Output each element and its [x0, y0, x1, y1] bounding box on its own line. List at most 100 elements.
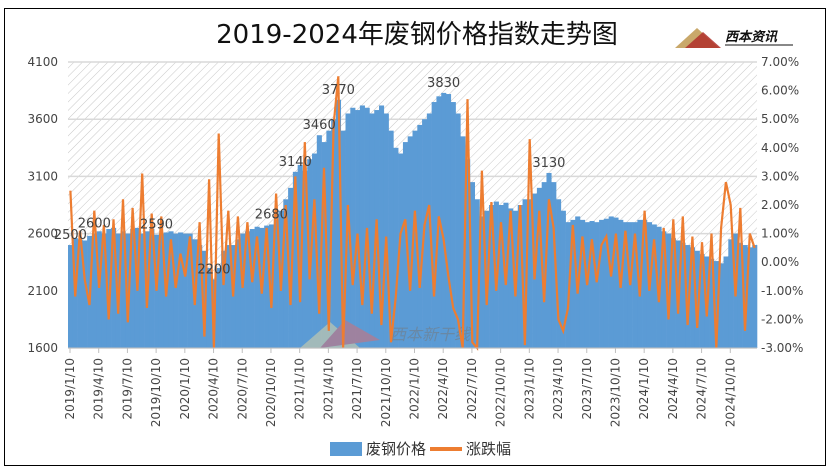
price-bar: [254, 226, 260, 348]
price-bar: [168, 231, 174, 348]
price-bar: [221, 250, 227, 348]
price-bar: [206, 267, 212, 348]
price-bar: [603, 218, 609, 348]
price-bar: [173, 233, 179, 348]
x-tick-label: 2020/4/10: [207, 358, 221, 420]
price-bar: [187, 233, 193, 348]
x-tick-label: 2021/7/10: [350, 358, 364, 420]
chart-title: 2019-2024年废钢价格指数走势图: [216, 20, 618, 50]
price-bar: [579, 219, 586, 348]
x-tick-label: 2024/10/10: [723, 358, 737, 427]
price-bar: [441, 92, 447, 348]
price-bar: [541, 182, 547, 348]
x-tick-label: 2022/10/10: [494, 358, 508, 427]
price-bar: [297, 164, 303, 348]
price-bar: [68, 245, 74, 348]
x-tick-label: 2020/1/10: [178, 358, 192, 420]
x-tick-label: 2023/7/10: [580, 358, 594, 420]
price-bar: [393, 147, 399, 348]
x-tick-label: 2022/1/10: [408, 358, 422, 420]
x-tick-label: 2021/10/10: [379, 358, 393, 427]
price-bar: [312, 153, 318, 348]
price-bar: [594, 222, 600, 348]
price-bar: [355, 110, 361, 348]
price-bar: [474, 199, 480, 348]
price-bar: [728, 239, 734, 348]
price-bar: [125, 233, 131, 348]
price-bar: [82, 240, 88, 348]
price-bar: [546, 172, 552, 348]
y-right-tick: -3.00%: [761, 341, 803, 355]
price-bar: [661, 231, 667, 348]
price-bar: [235, 239, 241, 348]
price-bar: [417, 124, 423, 348]
price-bar: [96, 231, 102, 348]
price-bar: [445, 94, 452, 348]
y-left-tick: 2100: [27, 284, 58, 298]
x-tick-label: 2020/7/10: [235, 358, 249, 420]
price-bar: [690, 247, 696, 348]
y-right-tick: 4.00%: [761, 141, 799, 155]
price-bar: [608, 216, 614, 348]
x-tick-label: 2020/10/10: [264, 358, 278, 427]
brand-logo: 西本资讯: [675, 28, 793, 48]
x-tick-label: 2024/1/10: [637, 358, 651, 420]
data-label: 2600: [78, 217, 111, 232]
price-bar: [685, 245, 691, 348]
legend-swatch-change: [430, 446, 463, 451]
y-left-tick: 3600: [27, 112, 58, 126]
price-bar: [412, 130, 418, 348]
price-bar: [101, 233, 107, 348]
price-bar: [737, 242, 743, 348]
price-bar: [599, 219, 605, 348]
price-bar: [713, 261, 720, 348]
price-bar: [340, 130, 346, 348]
price-bar: [680, 242, 686, 348]
price-bar: [264, 225, 270, 348]
price-bar: [651, 224, 657, 348]
price-bar: [149, 229, 155, 348]
data-label: 2200: [197, 262, 230, 277]
price-bar: [120, 231, 126, 348]
price-bar: [551, 182, 557, 348]
price-bar: [359, 105, 365, 348]
price-bar: [302, 170, 308, 348]
y-right-tick: 3.00%: [761, 169, 799, 183]
svg-text:西本资讯: 西本资讯: [725, 29, 778, 45]
y-right-tick: 2.00%: [761, 198, 799, 212]
price-bar: [747, 247, 753, 348]
price-bar: [570, 219, 576, 348]
price-bar: [479, 216, 485, 348]
price-bar: [498, 205, 504, 348]
price-bar: [402, 142, 409, 348]
price-bar: [517, 205, 523, 348]
y-left-tick: 1600: [27, 341, 58, 355]
y-left-tick: 4100: [27, 55, 58, 69]
price-bar: [383, 113, 389, 348]
y-right-tick: 1.00%: [761, 227, 799, 241]
price-bar: [642, 219, 648, 348]
x-tick-label: 2021/1/10: [293, 358, 307, 420]
x-tick-label: 2023/4/10: [551, 358, 565, 420]
data-label: 3130: [532, 156, 565, 171]
data-label: 3460: [303, 118, 336, 133]
legend-label-change: 涨跌幅: [466, 440, 512, 458]
price-bar: [407, 136, 413, 348]
price-bar: [154, 234, 160, 348]
price-bar: [106, 229, 112, 348]
x-tick-label: 2019/4/10: [92, 358, 106, 420]
y-right-tick: -1.00%: [761, 284, 803, 298]
price-bar: [752, 245, 758, 348]
price-bar: [130, 229, 136, 348]
price-bar: [469, 182, 476, 348]
price-bar: [431, 102, 437, 348]
change-line: [69, 76, 756, 351]
x-tick-label: 2019/1/10: [63, 358, 77, 420]
data-label: 3770: [322, 83, 355, 98]
x-tick-label: 2024/7/10: [695, 358, 709, 420]
price-bar: [489, 205, 495, 348]
price-bar: [335, 99, 342, 348]
price-bar: [536, 187, 542, 348]
data-label: 2590: [140, 218, 173, 233]
price-bar: [77, 239, 83, 348]
